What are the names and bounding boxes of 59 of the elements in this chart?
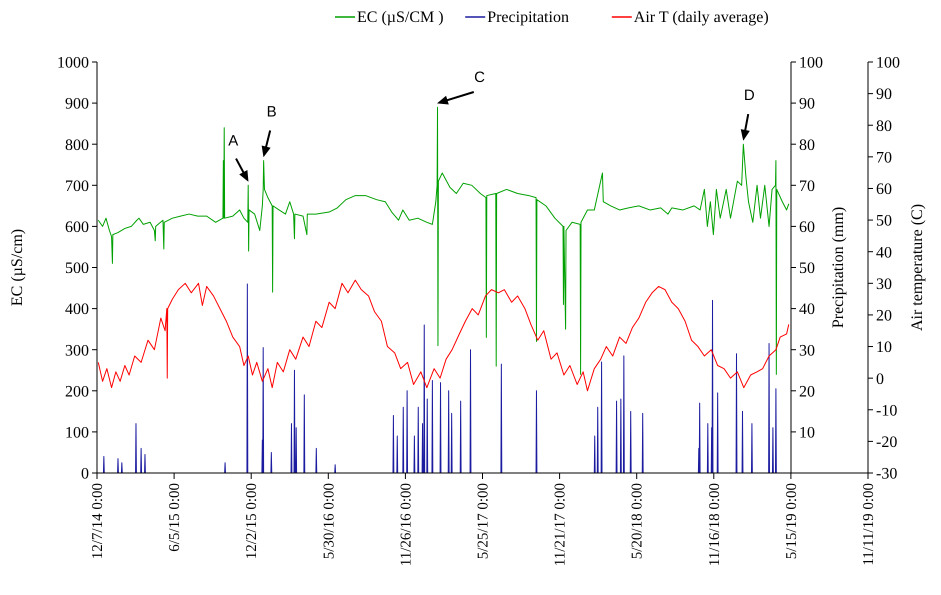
- line-series: [98, 280, 790, 392]
- x-tick-label: 5/25/17 0:00: [476, 483, 492, 560]
- y3-tick-label: -20: [876, 434, 898, 451]
- y-tick-label: 200: [65, 383, 89, 400]
- y3-tick-label: 40: [876, 244, 892, 262]
- x-tick-label: 11/11/19 0:00: [861, 483, 877, 566]
- y2-tick-label: 20: [799, 383, 815, 400]
- y3-tick-label: 60: [876, 181, 892, 198]
- x-tick-label: 6/5/15 0:00: [167, 483, 184, 552]
- y-tick-label: 900: [65, 96, 89, 113]
- y3-tick-label: 50: [876, 212, 892, 230]
- y2-tick-label: 100: [799, 54, 823, 72]
- y-tick-label: 700: [65, 178, 89, 195]
- y2-tick-label: 50: [799, 260, 815, 278]
- y2-tick-label: 10: [799, 424, 815, 442]
- annotation: A: [228, 132, 238, 150]
- y3-axis-title: Air temperature (C): [909, 204, 926, 332]
- y3-tick-label: 70: [876, 149, 892, 166]
- legend-label: Air T (daily average): [634, 9, 769, 26]
- y2-tick-label: 80: [799, 136, 815, 154]
- y2-tick-label: 90: [799, 96, 815, 113]
- y3-tick-label: 10: [876, 339, 892, 356]
- x-tick-label: 11/21/17 0:00: [552, 483, 569, 566]
- annotation: C: [474, 69, 486, 86]
- annotation: D: [744, 87, 755, 104]
- y2-tick-label: 40: [799, 301, 815, 318]
- y3-tick-label: 80: [876, 118, 892, 135]
- x-tick-label: 5/30/16 0:00: [321, 483, 338, 560]
- x-tick-label: 11/16/18 0:00: [706, 483, 723, 566]
- y-axis-title: EC (µS/cm): [9, 228, 26, 306]
- y3-tick-label: -10: [876, 402, 898, 420]
- y-tick-label: 100: [65, 424, 89, 442]
- y3-tick-label: 30: [876, 276, 892, 293]
- y-tick-label: 800: [65, 136, 89, 154]
- y2-axis-title: Precipitation (mm): [830, 206, 847, 328]
- y-tick-label: 400: [65, 301, 89, 318]
- legend-label: EC (µS/CM ): [357, 9, 444, 26]
- annotation: B: [266, 104, 277, 121]
- y2-tick-label: 70: [799, 178, 815, 195]
- legend-label: Precipitation: [487, 9, 569, 26]
- y3-tick-label: 20: [876, 308, 892, 325]
- x-tick-label: 11/26/16 0:00: [398, 483, 414, 566]
- line-series: [98, 106, 790, 375]
- y3-tick-label: -30: [876, 466, 898, 483]
- x-tick-label: 5/15/19 0:00: [784, 483, 800, 560]
- y-tick-label: 600: [65, 219, 89, 236]
- x-tick-label: 5/20/18 0:00: [630, 483, 646, 560]
- line-series: [102, 283, 777, 474]
- x-tick-label: 12/7/14 0:00: [90, 483, 106, 560]
- x-tick-label: 12/2/15 0:00: [244, 483, 260, 560]
- y2-tick-label: 60: [799, 219, 815, 236]
- y3-tick-label: 90: [876, 86, 892, 104]
- y3-tick-label: 0: [876, 370, 884, 388]
- y2-tick-label: 30: [799, 342, 815, 360]
- y-tick-label: 0: [81, 466, 89, 483]
- y-tick-label: 300: [65, 342, 89, 360]
- y-tick-label: 1000: [57, 54, 89, 72]
- y-tick-label: 500: [65, 260, 89, 278]
- y3-tick-label: 100: [876, 54, 900, 72]
